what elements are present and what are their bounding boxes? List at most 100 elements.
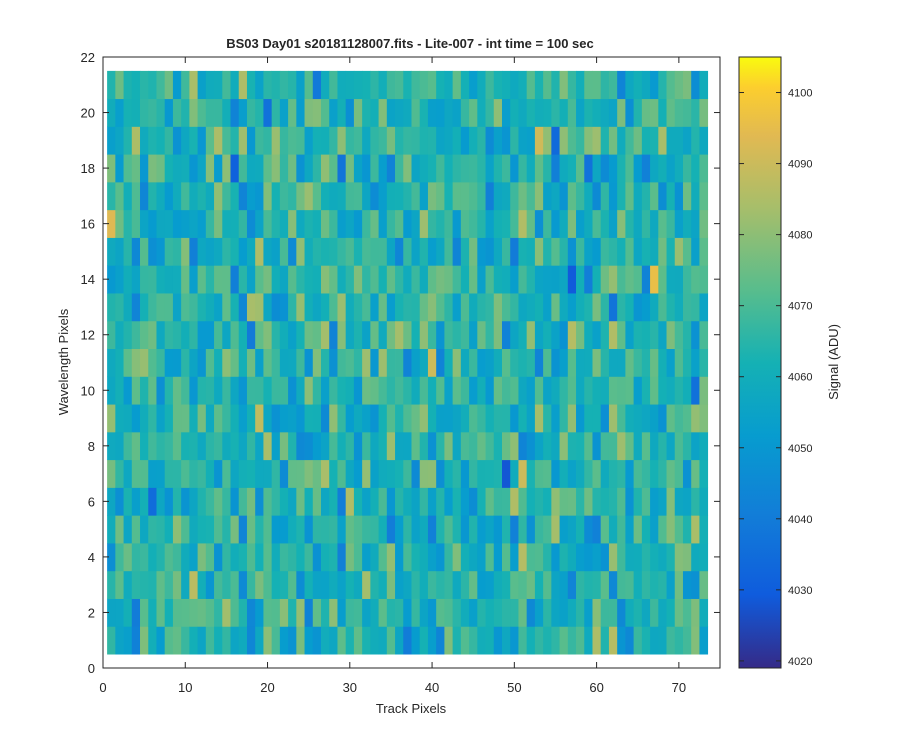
heatmap-cell xyxy=(181,626,190,655)
heatmap-cell xyxy=(633,265,643,294)
heatmap-cell xyxy=(682,70,692,100)
heatmap-cell xyxy=(378,376,388,405)
heatmap-cell xyxy=(345,598,355,627)
colorbar-tick-label: 4080 xyxy=(788,230,812,242)
heatmap-cell xyxy=(469,404,478,433)
heatmap-cell xyxy=(214,154,223,183)
heatmap-cell xyxy=(353,320,363,350)
heatmap-cell xyxy=(460,209,470,238)
heatmap-cell xyxy=(584,376,593,405)
heatmap-cell xyxy=(600,376,610,405)
heatmap-cell xyxy=(567,70,577,100)
heatmap-cell xyxy=(411,570,421,599)
heatmap-cell xyxy=(164,515,174,544)
heatmap-cell xyxy=(485,431,495,461)
heatmap-cell xyxy=(600,320,610,350)
heatmap-cell xyxy=(255,237,264,266)
heatmap-cell xyxy=(156,459,166,488)
heatmap-cell xyxy=(510,348,519,377)
heatmap-cell xyxy=(682,265,692,294)
heatmap-cell xyxy=(633,626,643,655)
heatmap-cell xyxy=(197,154,207,183)
heatmap-cell xyxy=(148,154,157,183)
heatmap-cell xyxy=(666,626,676,655)
heatmap-cell xyxy=(370,404,379,433)
colorbar-gradient xyxy=(738,56,782,669)
heatmap-cell xyxy=(419,570,429,599)
heatmap-cell xyxy=(633,515,643,544)
heatmap-cell xyxy=(666,431,676,461)
heatmap-cell xyxy=(444,598,454,627)
heatmap-cell xyxy=(469,209,478,238)
heatmap-cell xyxy=(518,154,528,183)
heatmap-cell xyxy=(246,98,256,127)
heatmap-cell xyxy=(477,237,486,266)
heatmap-cell xyxy=(501,209,511,238)
heatmap-cell xyxy=(222,348,231,377)
heatmap-cell xyxy=(288,459,297,488)
heatmap-cell xyxy=(271,598,281,627)
heatmap-cell xyxy=(337,70,347,100)
heatmap-cell xyxy=(641,487,651,516)
heatmap-cell xyxy=(608,487,618,516)
heatmap-cell xyxy=(477,348,486,377)
heatmap-cell xyxy=(312,181,322,211)
heatmap-cell xyxy=(617,237,626,266)
y-axis-label: Wavelength Pixels xyxy=(56,308,71,415)
heatmap-cell xyxy=(567,320,577,350)
heatmap-cell xyxy=(674,570,684,599)
heatmap-cell xyxy=(493,431,503,461)
heatmap-cell xyxy=(197,320,207,350)
heatmap-cell xyxy=(641,626,651,655)
heatmap-cell xyxy=(140,126,149,155)
heatmap-cell xyxy=(386,431,396,461)
heatmap-cell xyxy=(650,459,659,488)
heatmap-cell xyxy=(501,293,511,322)
heatmap-cell xyxy=(329,181,338,211)
heatmap-cell xyxy=(362,459,371,488)
heatmap-cell xyxy=(427,265,437,294)
heatmap-cell xyxy=(641,209,651,238)
heatmap-cell xyxy=(312,626,322,655)
heatmap-cell xyxy=(584,265,593,294)
heatmap-cell xyxy=(650,320,659,350)
heatmap-cell xyxy=(148,543,157,572)
heatmap-cell xyxy=(444,515,454,544)
heatmap-cell xyxy=(592,209,602,238)
heatmap-cell xyxy=(444,487,454,516)
heatmap-cell xyxy=(510,126,519,155)
heatmap-cell xyxy=(181,404,190,433)
heatmap-cell xyxy=(123,598,133,627)
heatmap-cell xyxy=(279,265,289,294)
heatmap-cell xyxy=(353,404,363,433)
heatmap-cell xyxy=(493,320,503,350)
heatmap-cell xyxy=(115,431,124,461)
heatmap-cell xyxy=(691,376,700,405)
heatmap-cell xyxy=(172,181,182,211)
heatmap-cell xyxy=(403,181,412,211)
heatmap-cell xyxy=(131,209,141,238)
heatmap-cell xyxy=(674,487,684,516)
heatmap-cell xyxy=(411,598,421,627)
heatmap-cell xyxy=(255,154,264,183)
heatmap-cell xyxy=(691,154,700,183)
heatmap-cell xyxy=(189,70,199,100)
heatmap-cell xyxy=(633,98,643,127)
heatmap-cell xyxy=(650,515,659,544)
heatmap-cell xyxy=(699,487,709,516)
heatmap-cell xyxy=(559,543,569,572)
heatmap-cell xyxy=(551,265,560,294)
heatmap-cell xyxy=(312,570,322,599)
heatmap-cell xyxy=(608,404,618,433)
heatmap-cell xyxy=(214,293,223,322)
heatmap-cell xyxy=(518,181,528,211)
heatmap-cell xyxy=(427,70,437,100)
heatmap-cell xyxy=(181,209,190,238)
heatmap-cell xyxy=(214,543,223,572)
heatmap-cell xyxy=(674,598,684,627)
heatmap-cell xyxy=(699,237,709,266)
heatmap-cell xyxy=(584,515,593,544)
heatmap-cell xyxy=(337,570,347,599)
heatmap-cell xyxy=(222,515,231,544)
